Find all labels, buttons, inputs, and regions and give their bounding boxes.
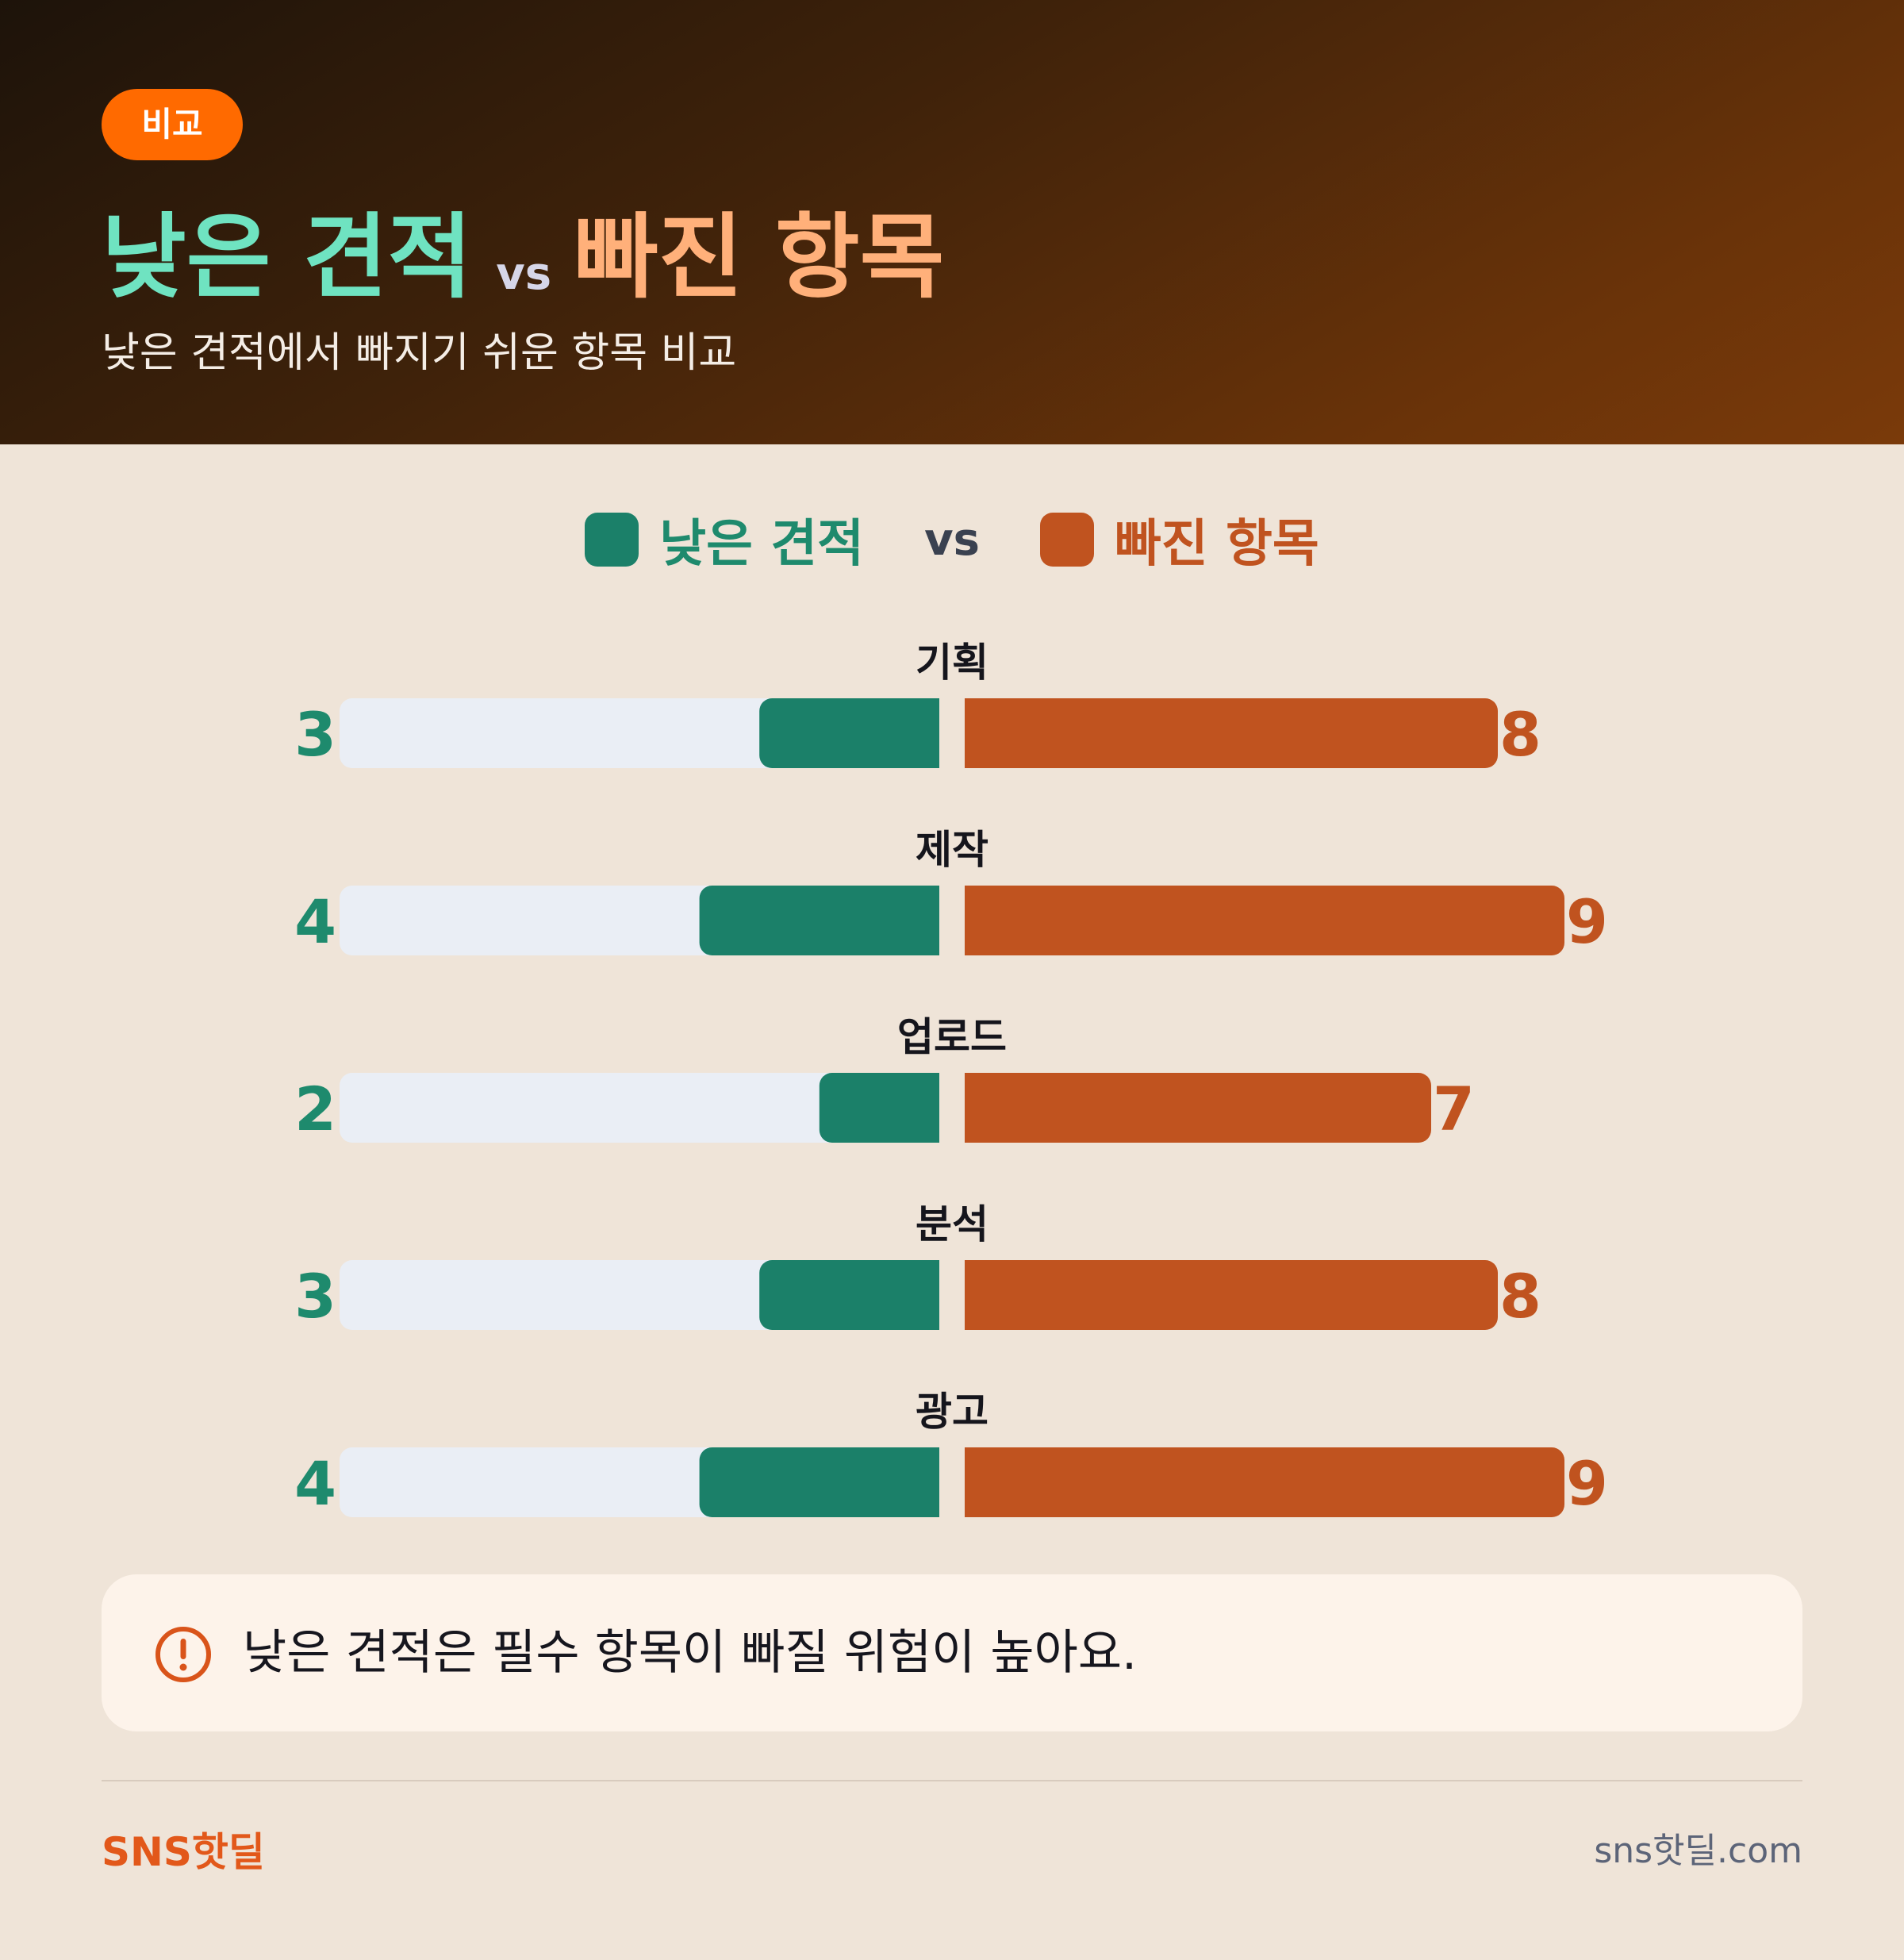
bar-b-flat-edge [965, 886, 977, 955]
bar-track-left [340, 1073, 952, 1143]
bar-series-b [965, 1447, 1564, 1517]
bar-series-a [759, 698, 952, 768]
bar-series-a [699, 886, 952, 955]
value-label-b: 8 [1499, 1261, 1541, 1332]
page-subtitle: 낮은 견적에서 빠지기 쉬운 항목 비교 [102, 329, 737, 377]
bar-a-edge-mask [939, 1260, 952, 1330]
brand-name: SNS핫딜 [102, 1829, 265, 1875]
bar-a-edge-mask [939, 1447, 952, 1517]
category-label: 분석 [916, 1201, 988, 1247]
title-vs: vs [496, 248, 552, 300]
value-label-b: 9 [1566, 1448, 1608, 1519]
chart-legend: 낮은 견적 vs 빠진 항목 [0, 508, 1904, 574]
value-label-a: 3 [294, 699, 336, 770]
bar-series-b [965, 1260, 1498, 1330]
page-title: 낮은 견적 vs 빠진 항목 [102, 183, 944, 311]
category-label: 광고 [916, 1389, 988, 1435]
bar-series-b [965, 886, 1564, 955]
bar-b-flat-edge [965, 1260, 977, 1330]
bar-a-edge-mask [939, 698, 952, 768]
value-label-b: 7 [1433, 1074, 1475, 1144]
bar-series-b [965, 1073, 1431, 1143]
value-label-a: 3 [294, 1261, 336, 1332]
value-label-b: 8 [1499, 699, 1541, 770]
bar-series-a [759, 1260, 952, 1330]
legend-swatch-b [1039, 513, 1094, 567]
footer-divider [102, 1780, 1802, 1781]
title-series-a: 낮은 견적 [102, 204, 473, 311]
category-badge: 비교 [102, 89, 243, 160]
alert-circle-icon [155, 1627, 211, 1682]
bar-series-b [965, 698, 1498, 768]
comparison-bar-chart: 기획 3 8 제작 4 9 업로드 2 7 분석 3 8 광고 4 9 [294, 640, 1608, 1519]
bar-a-edge-mask [939, 886, 952, 955]
bar-series-a [819, 1073, 952, 1143]
legend-label-b: 빠진 항목 [1114, 515, 1319, 574]
bar-b-flat-edge [965, 698, 977, 768]
value-label-a: 2 [294, 1074, 336, 1144]
bar-a-edge-mask [939, 1073, 952, 1143]
legend-swatch-a [585, 513, 639, 567]
category-label: 제작 [916, 827, 988, 873]
warning-note: 낮은 견적은 필수 항목이 빠질 위험이 높아요. [102, 1574, 1802, 1731]
category-label: 업로드 [897, 1014, 1007, 1060]
site-url: sns핫딜.com [1594, 1831, 1802, 1871]
bar-b-flat-edge [965, 1447, 977, 1517]
category-label: 기획 [916, 640, 988, 686]
legend-vs: vs [924, 513, 980, 566]
bar-series-a [699, 1447, 952, 1517]
warning-text: 낮은 견적은 필수 항목이 빠질 위험이 높아요. [243, 1625, 1138, 1681]
value-label-b: 9 [1566, 886, 1608, 957]
header-banner: 비교 낮은 견적 vs 빠진 항목 낮은 견적에서 빠지기 쉬운 항목 비교 [0, 0, 1904, 444]
value-label-a: 4 [294, 886, 336, 957]
title-series-b: 빠진 항목 [574, 204, 945, 311]
value-label-a: 4 [294, 1448, 336, 1519]
legend-label-a: 낮은 견적 [659, 515, 865, 574]
bar-b-flat-edge [965, 1073, 977, 1143]
